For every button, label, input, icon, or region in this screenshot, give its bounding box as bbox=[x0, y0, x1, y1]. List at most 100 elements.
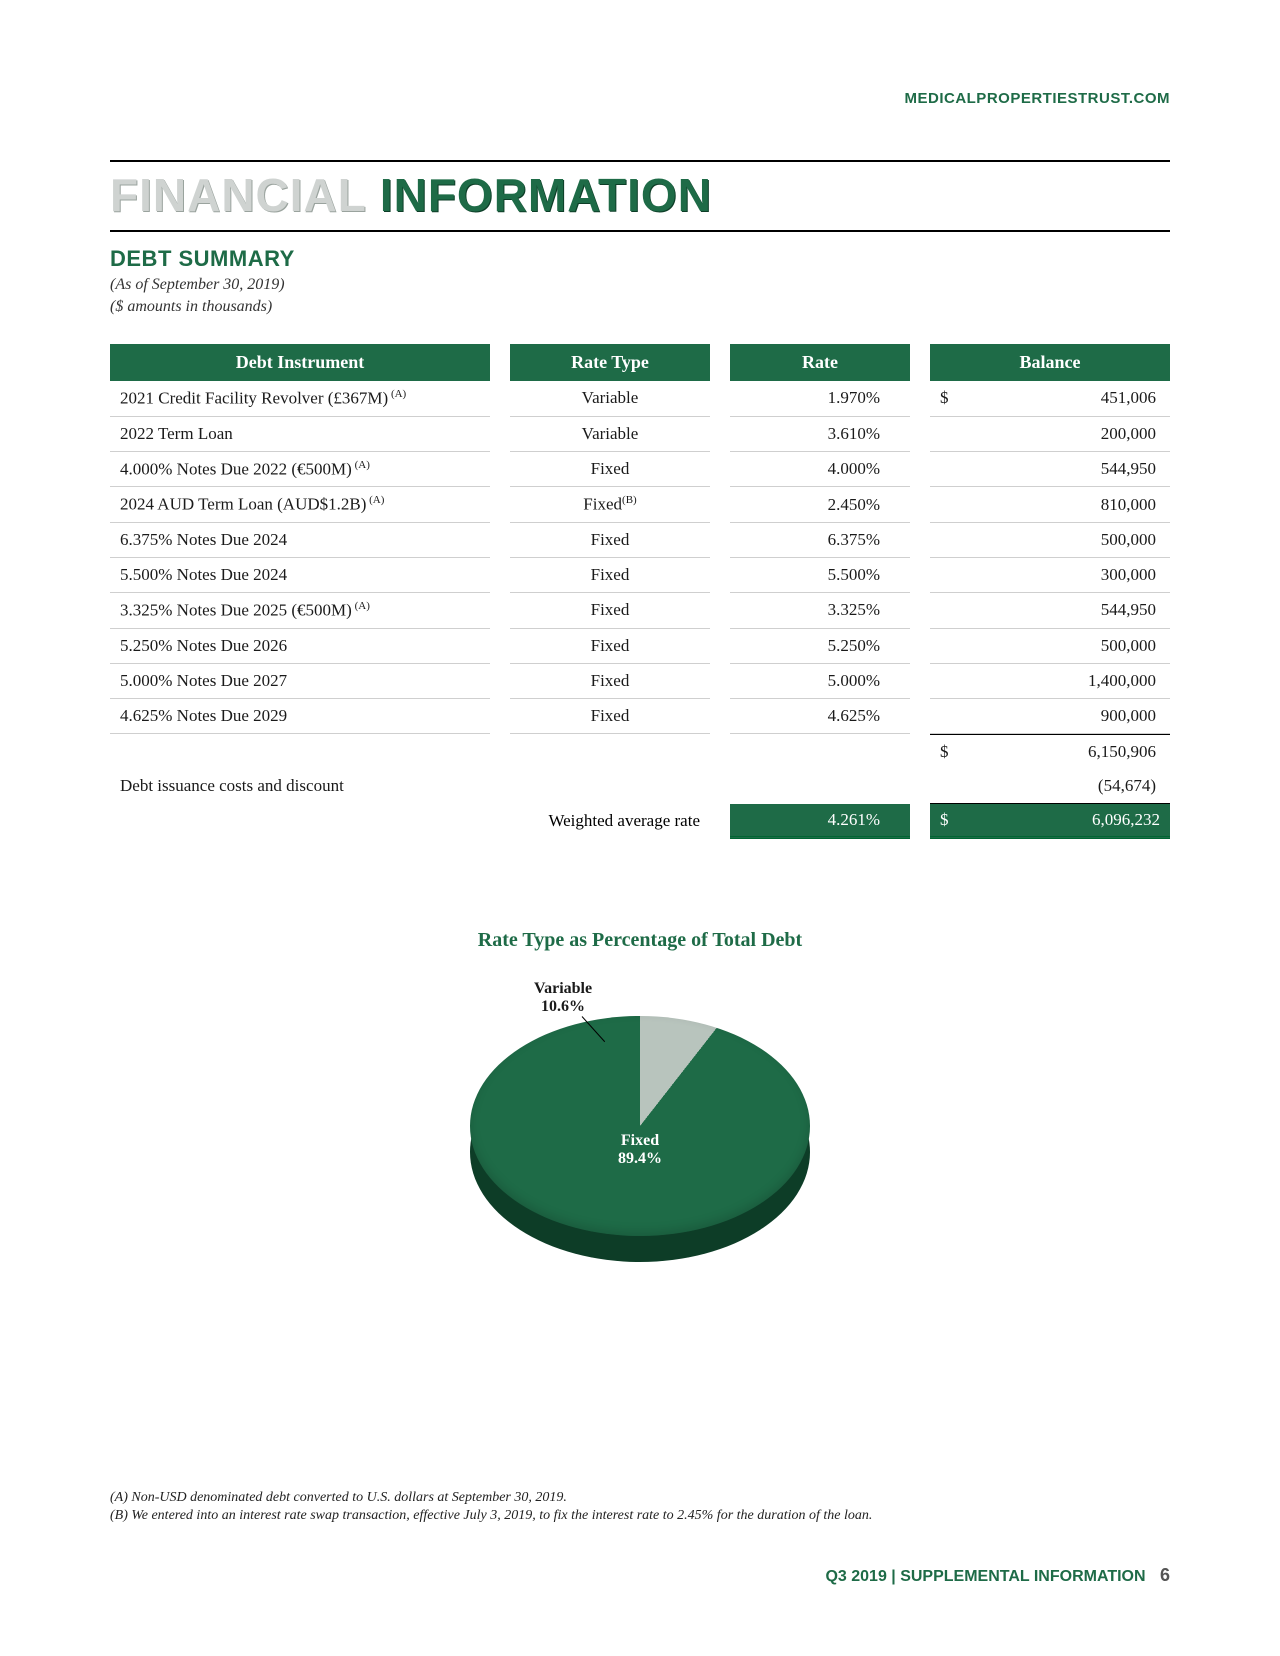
page-title-block: FINANCIAL INFORMATION bbox=[110, 160, 1170, 232]
cell-balance: 810,000 bbox=[959, 487, 1171, 523]
footnote-ref: (B) bbox=[622, 494, 637, 506]
issuance-label: Debt issuance costs and discount bbox=[110, 769, 490, 804]
cell-ratetype: Fixed(B) bbox=[510, 487, 710, 523]
cell-balance: 500,000 bbox=[959, 629, 1171, 664]
chart-title: Rate Type as Percentage of Total Debt bbox=[110, 929, 1170, 952]
footnote-ref: (A) bbox=[352, 600, 370, 612]
table-row: 5.000% Notes Due 2027Fixed5.000%1,400,00… bbox=[110, 664, 1170, 699]
col-balance: Balance bbox=[930, 344, 1170, 381]
cell-rate: 1.970% bbox=[730, 381, 910, 417]
col-instrument: Debt Instrument bbox=[110, 344, 490, 381]
cell-balance: 544,950 bbox=[959, 593, 1171, 629]
issuance-row: Debt issuance costs and discount (54,674) bbox=[110, 769, 1170, 804]
cell-ratetype: Fixed bbox=[510, 558, 710, 593]
table-row: 4.625% Notes Due 2029Fixed4.625%900,000 bbox=[110, 699, 1170, 734]
footnote-b: (B) We entered into an interest rate swa… bbox=[110, 1508, 1170, 1524]
table-row: 2022 Term Loan Variable 3.610% 200,000 bbox=[110, 417, 1170, 452]
footnote-ref: (A) bbox=[388, 388, 406, 400]
debt-table: Debt Instrument Rate Type Rate Balance 2… bbox=[110, 344, 1170, 839]
weighted-label: Weighted average rate bbox=[510, 804, 710, 839]
meta-date: (As of September 30, 2019) bbox=[110, 276, 1170, 294]
cell-dollar bbox=[930, 593, 959, 629]
pie-fixed-label: Fixed bbox=[618, 1132, 662, 1150]
table-row: 4.000% Notes Due 2022 (€500M) (A) Fixed 4.… bbox=[110, 452, 1170, 488]
cell-rate: 3.325% bbox=[730, 593, 910, 629]
chart-section: Rate Type as Percentage of Total Debt Va… bbox=[110, 929, 1170, 1306]
cell-ratetype: Variable bbox=[510, 381, 710, 417]
cell-instrument: 5.500% Notes Due 2024 bbox=[110, 558, 490, 593]
table-row: 2024 AUD Term Loan (AUD$1.2B) (A) Fixed(B… bbox=[110, 487, 1170, 523]
weighted-balance: 6,096,232 bbox=[959, 804, 1171, 839]
footnote-ref: (A) bbox=[352, 459, 370, 471]
cell-rate: 6.375% bbox=[730, 523, 910, 558]
col-gap bbox=[490, 344, 510, 381]
cell-instrument: 2024 AUD Term Loan (AUD$1.2B) (A) bbox=[110, 487, 490, 523]
footnotes: (A) Non-USD denominated debt converted t… bbox=[110, 1490, 1170, 1526]
cell-instrument: 5.000% Notes Due 2027 bbox=[110, 664, 490, 699]
cell-ratetype: Fixed bbox=[510, 593, 710, 629]
page-footer: Q3 2019 | SUPPLEMENTAL INFORMATION 6 bbox=[825, 1565, 1170, 1586]
cell-rate: 5.000% bbox=[730, 664, 910, 699]
cell-balance: 544,950 bbox=[959, 452, 1171, 488]
col-gap bbox=[910, 344, 930, 381]
table-row: 5.500% Notes Due 2024 Fixed 5.500% 300,000 bbox=[110, 558, 1170, 593]
cell-ratetype: Variable bbox=[510, 417, 710, 452]
cell-instrument: 2022 Term Loan bbox=[110, 417, 490, 452]
col-rate: Rate bbox=[730, 344, 910, 381]
cell-rate: 5.250% bbox=[730, 629, 910, 664]
weighted-rate: 4.261% bbox=[730, 804, 910, 839]
pie-fixed-pct: 89.4% bbox=[618, 1150, 662, 1168]
table-row: 3.325% Notes Due 2025 (€500M) (A) Fixed 3.… bbox=[110, 593, 1170, 629]
cell-rate: 3.610% bbox=[730, 417, 910, 452]
cell-rate: 5.500% bbox=[730, 558, 910, 593]
table-row: 5.250% Notes Due 2026 Fixed 5.250% 500,000 bbox=[110, 629, 1170, 664]
weighted-average-row: Weighted average rate 4.261% $6,096,232 bbox=[110, 804, 1170, 839]
page-title: FINANCIAL INFORMATION bbox=[110, 168, 1170, 222]
cell-dollar bbox=[930, 699, 959, 734]
website-url: MEDICALPROPERTIESTRUST.COM bbox=[904, 90, 1170, 107]
table-row: 2021 Credit Facility Revolver (£367M) (A… bbox=[110, 381, 1170, 417]
cell-balance: 500,000 bbox=[959, 523, 1171, 558]
cell-rate: 4.000% bbox=[730, 452, 910, 488]
cell-rate: 4.625% bbox=[730, 699, 910, 734]
weighted-dollar: $ bbox=[930, 804, 959, 839]
title-word-1: FINANCIAL bbox=[110, 169, 366, 221]
cell-dollar bbox=[930, 523, 959, 558]
pie-top bbox=[470, 1016, 810, 1236]
cell-dollar bbox=[930, 417, 959, 452]
issuance-balance: (54,674) bbox=[959, 769, 1171, 804]
col-gap bbox=[710, 344, 730, 381]
cell-ratetype: Fixed bbox=[510, 664, 710, 699]
debt-table-wrap: Debt Instrument Rate Type Rate Balance 2… bbox=[110, 344, 1170, 839]
subtotal-dollar: $ bbox=[930, 734, 959, 769]
col-ratetype: Rate Type bbox=[510, 344, 710, 381]
cell-dollar bbox=[930, 629, 959, 664]
cell-dollar bbox=[930, 452, 959, 488]
pie-label-variable: Variable 10.6% bbox=[534, 980, 592, 1016]
table-header-row: Debt Instrument Rate Type Rate Balance bbox=[110, 344, 1170, 381]
cell-dollar bbox=[930, 487, 959, 523]
meta-units: ($ amounts in thousands) bbox=[110, 298, 1170, 316]
cell-dollar bbox=[930, 664, 959, 699]
cell-rate: 2.450% bbox=[730, 487, 910, 523]
cell-balance: 300,000 bbox=[959, 558, 1171, 593]
cell-balance: 900,000 bbox=[959, 699, 1171, 734]
footer-text: Q3 2019 | SUPPLEMENTAL INFORMATION bbox=[825, 1568, 1145, 1585]
title-word-2: INFORMATION bbox=[380, 169, 712, 221]
subtotal-row: $6,150,906 bbox=[110, 734, 1170, 769]
cell-ratetype: Fixed bbox=[510, 629, 710, 664]
cell-ratetype: Fixed bbox=[510, 523, 710, 558]
cell-dollar: $ bbox=[930, 381, 959, 417]
cell-instrument: 2021 Credit Facility Revolver (£367M) (A… bbox=[110, 381, 490, 417]
cell-dollar bbox=[930, 558, 959, 593]
footnote-ref: (A) bbox=[366, 494, 384, 506]
pie-label-fixed: Fixed 89.4% bbox=[618, 1132, 662, 1168]
pie-variable-label: Variable bbox=[534, 980, 592, 998]
subtotal-balance: 6,150,906 bbox=[959, 734, 1171, 769]
cell-balance: 200,000 bbox=[959, 417, 1171, 452]
table-row: 6.375% Notes Due 2024Fixed6.375%500,000 bbox=[110, 523, 1170, 558]
cell-instrument: 3.325% Notes Due 2025 (€500M) (A) bbox=[110, 593, 490, 629]
cell-ratetype: Fixed bbox=[510, 452, 710, 488]
cell-instrument: 5.250% Notes Due 2026 bbox=[110, 629, 490, 664]
cell-instrument: 4.000% Notes Due 2022 (€500M) (A) bbox=[110, 452, 490, 488]
